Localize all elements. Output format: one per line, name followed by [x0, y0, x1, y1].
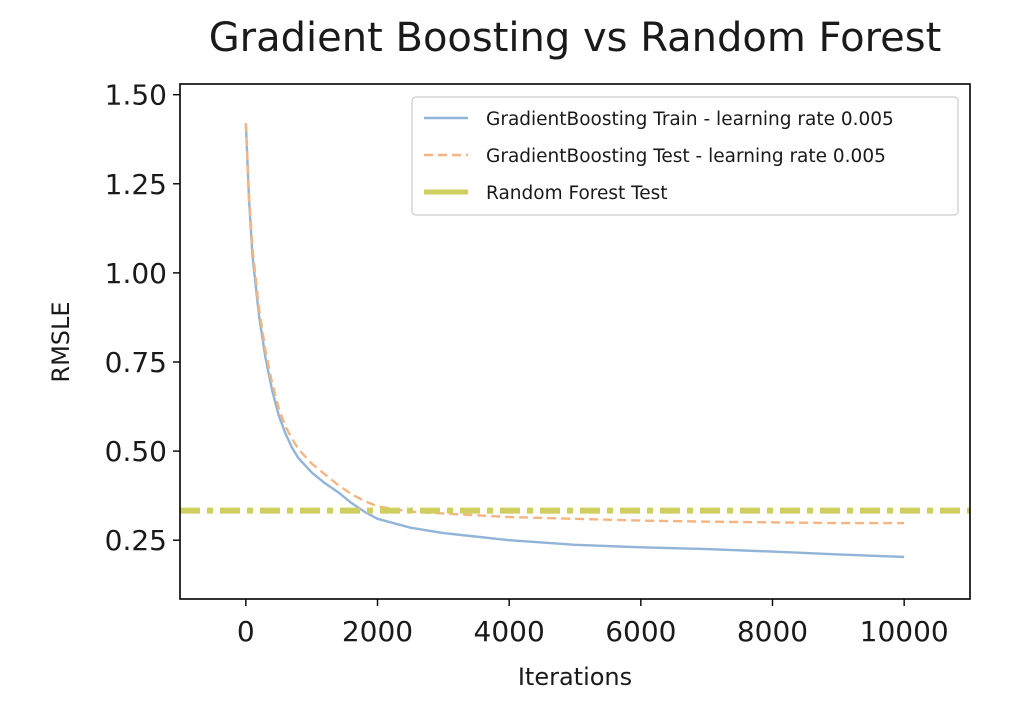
y-tick-label: 0.25 — [105, 524, 167, 557]
legend-label-0: GradientBoosting Train - learning rate 0… — [486, 109, 894, 130]
y-axis: 0.25 0.50 0.75 1.00 1.25 1.50 — [105, 79, 180, 557]
legend-label-2: Random Forest Test — [486, 183, 668, 204]
legend-box — [411, 96, 959, 216]
plot-lines — [180, 123, 970, 559]
y-tick-label: 1.00 — [105, 257, 167, 290]
y-axis-label: RMSLE — [47, 301, 75, 382]
x-tick-label: 10000 — [860, 615, 949, 648]
x-tick-label: 2000 — [342, 615, 413, 648]
legend-label-1: GradientBoosting Test - learning rate 0.… — [486, 146, 886, 167]
x-tick-label: 0 — [237, 615, 255, 648]
series-line-0 — [244, 123, 905, 559]
x-axis: 0 2000 4000 6000 8000 10000 — [237, 599, 949, 648]
x-tick-label: 8000 — [737, 615, 808, 648]
x-tick-label: 6000 — [605, 615, 676, 648]
chart-title: Gradient Boosting vs Random Forest — [209, 15, 942, 61]
legend: GradientBoosting Train - learning rate 0… — [411, 96, 959, 216]
y-tick-label: 0.75 — [105, 346, 167, 379]
y-tick-label: 0.50 — [105, 435, 167, 468]
y-tick-label: 1.25 — [105, 168, 167, 201]
y-tick-label: 1.50 — [105, 79, 167, 112]
plot-frame — [179, 83, 971, 600]
series-line-1 — [244, 123, 905, 525]
x-axis-label: Iterations — [518, 663, 632, 691]
x-tick-label: 4000 — [474, 615, 545, 648]
